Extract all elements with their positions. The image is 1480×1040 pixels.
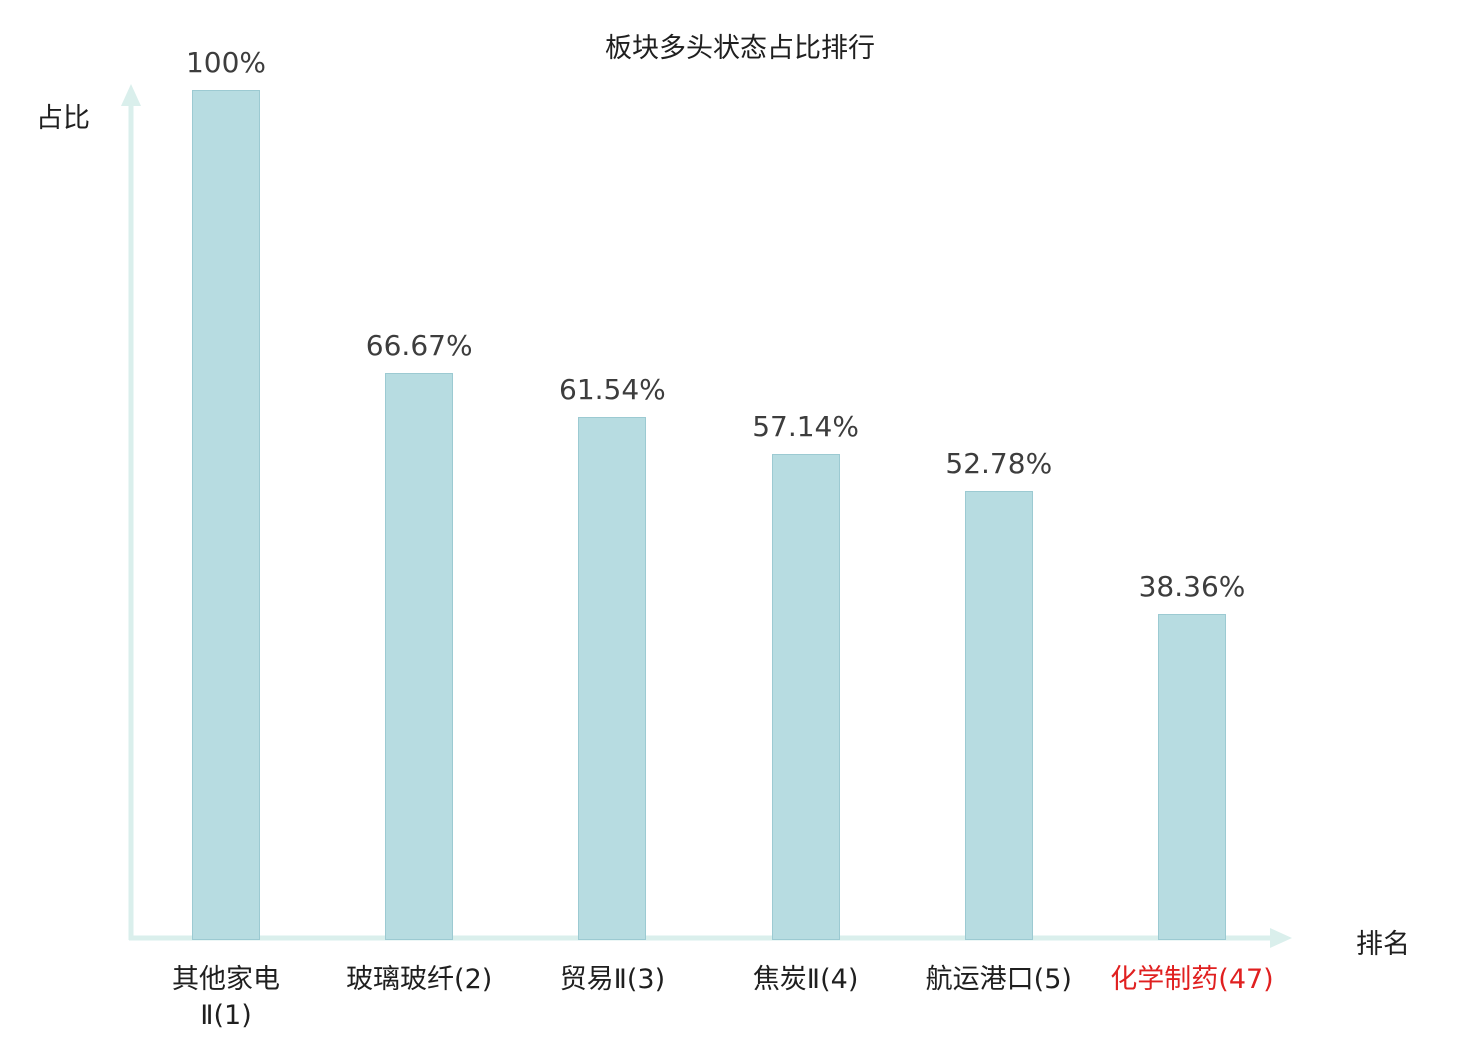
bar-category-label: 焦炭Ⅱ(4) bbox=[752, 964, 859, 995]
bar-value-label: 100% bbox=[185, 46, 267, 79]
bar bbox=[964, 491, 1033, 940]
bar bbox=[578, 417, 647, 940]
bar-category-label: 航运港口(5) bbox=[925, 964, 1072, 995]
bar-value-label: 66.67% bbox=[365, 329, 473, 362]
bar bbox=[771, 454, 840, 940]
y-axis-arrow-icon bbox=[121, 84, 141, 106]
bar-category-label: 其他家电 Ⅱ(1) bbox=[172, 964, 280, 1032]
y-axis-title: 占比 bbox=[36, 103, 90, 134]
bar bbox=[1158, 614, 1226, 940]
bar-value-label: 57.14% bbox=[752, 410, 859, 443]
bar bbox=[192, 90, 260, 940]
bar bbox=[385, 373, 454, 940]
x-axis-arrow-icon bbox=[1270, 928, 1292, 948]
bar-category-label: 化学制药(47) bbox=[1110, 964, 1274, 995]
x-axis-title: 排名 bbox=[1356, 929, 1410, 960]
bar-value-label: 61.54% bbox=[559, 373, 666, 406]
bar-category-label: 贸易Ⅱ(3) bbox=[559, 964, 666, 995]
bar-value-label: 38.36% bbox=[1138, 570, 1246, 603]
chart-title: 板块多头状态占比排行 bbox=[605, 33, 875, 64]
bar-value-label: 52.78% bbox=[945, 447, 1053, 480]
bar-category-label: 玻璃玻纤(2) bbox=[346, 964, 493, 995]
